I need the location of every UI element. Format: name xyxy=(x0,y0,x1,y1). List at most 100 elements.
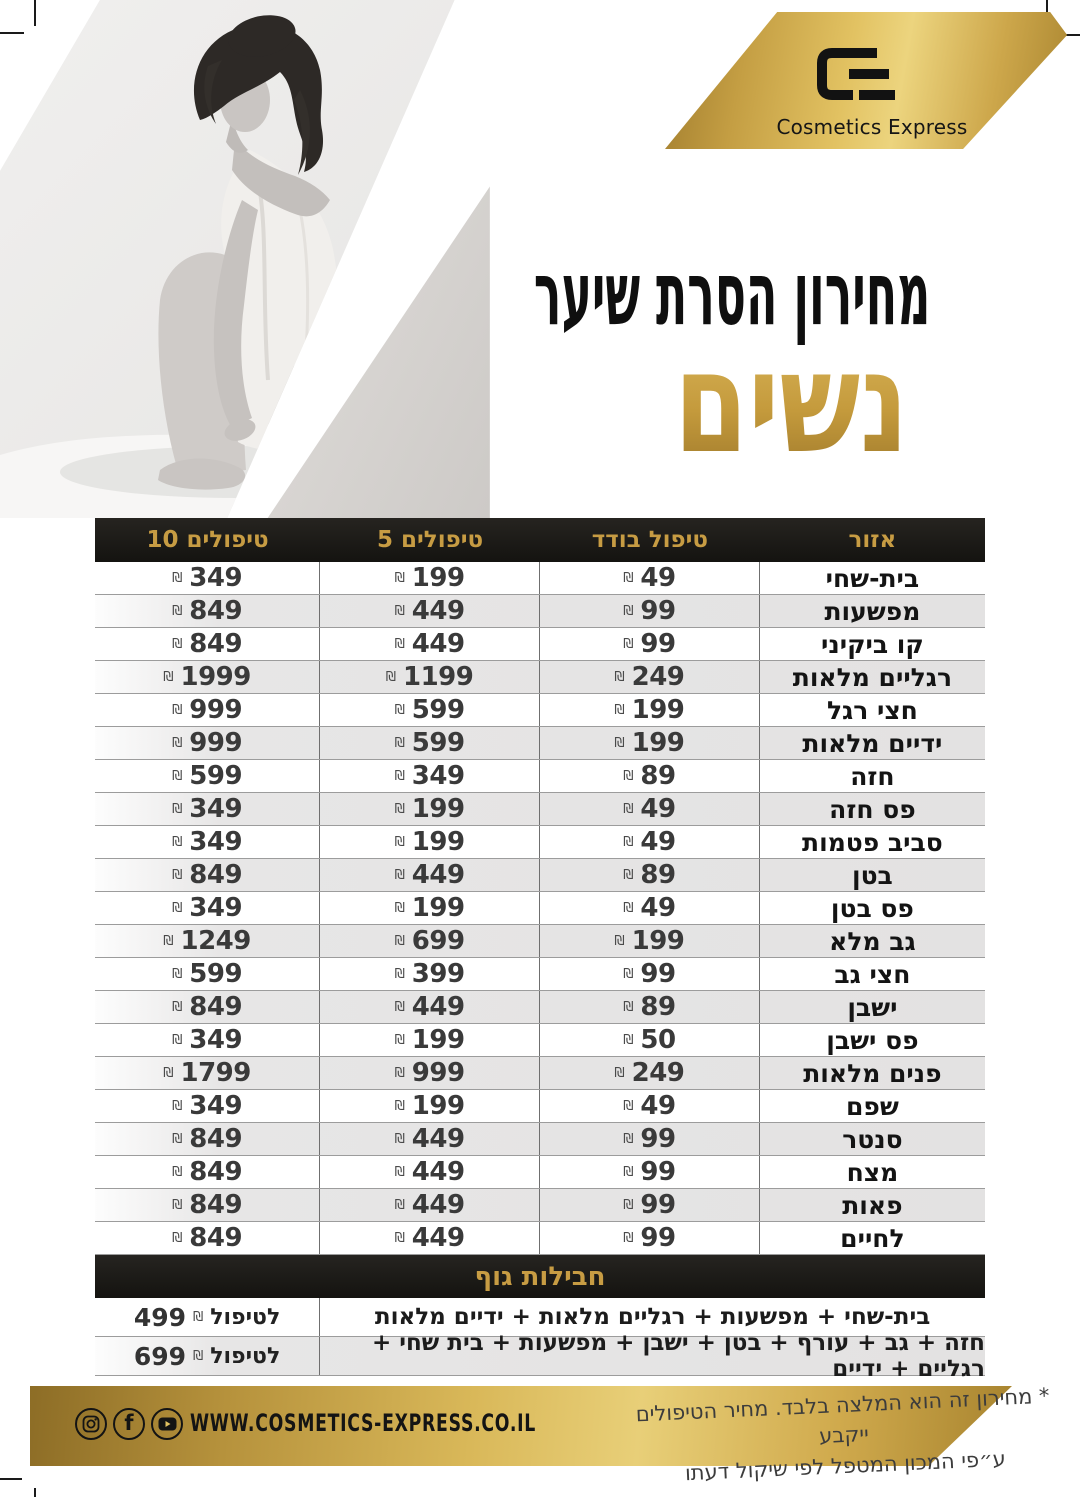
package-price-cell: 699 ₪ לטיפול xyxy=(95,1337,321,1375)
price-10-treatments-cell: ₪ 849 xyxy=(95,859,321,891)
area-cell: גב מלא xyxy=(829,926,916,956)
area-cell: פאות xyxy=(842,1190,903,1220)
website-url[interactable]: WWW.COSMETICS-EXPRESS.CO.IL xyxy=(190,1409,537,1437)
instagram-icon[interactable] xyxy=(75,1408,107,1440)
shekel-symbol: ₪ xyxy=(394,1197,405,1213)
shekel-symbol: ₪ xyxy=(623,1164,634,1180)
price-10-treatments-cell: ₪ 349 xyxy=(95,892,321,924)
price-10-treatments-cell: ₪ 849 xyxy=(95,991,321,1023)
shekel-symbol: ₪ xyxy=(623,1197,634,1213)
table-row: ₪ 599 ₪ 399 ₪ 99 חצי גב xyxy=(95,958,985,991)
price-5-treatments-cell: ₪ 599 xyxy=(320,694,540,726)
shekel-symbol: ₪ xyxy=(172,801,183,817)
price-10-treatments-cell: ₪ 1999 xyxy=(95,661,321,693)
shekel-symbol: ₪ xyxy=(172,999,183,1015)
shekel-symbol: ₪ xyxy=(394,999,405,1015)
area-cell: חצי רגל xyxy=(826,695,918,725)
price-single-treatment-cell: ₪ 49 xyxy=(540,826,760,858)
table-row: ₪ 349 ₪ 199 ₪ 49 שפם xyxy=(95,1090,985,1123)
table-row: ₪ 1249 ₪ 699 ₪ 199 גב מלא xyxy=(95,925,985,958)
price-10-treatments-cell: ₪ 849 xyxy=(95,1189,321,1221)
package-row: 699 ₪ לטיפול חזה + גב + עורף + בטן + ישב… xyxy=(95,1330,985,1382)
price-5-treatments-cell: ₪ 199 xyxy=(320,793,540,825)
footer-band: f WWW.COSMETICS-EXPRESS.CO.IL xyxy=(30,1386,1012,1466)
package-price-suffix: לטיפול xyxy=(210,1304,281,1330)
price-10-treatments-cell: ₪ 599 xyxy=(95,760,321,792)
packages-header: חבילות גוף xyxy=(95,1255,985,1298)
area-cell: מפשעות xyxy=(824,596,921,626)
price-10-treatments-cell: ₪ 349 xyxy=(95,562,321,594)
package-price-suffix: לטיפול xyxy=(210,1343,281,1369)
shekel-symbol: ₪ xyxy=(623,867,634,883)
shekel-symbol: ₪ xyxy=(193,1348,204,1364)
youtube-icon[interactable] xyxy=(151,1408,183,1440)
hero-photo xyxy=(0,0,505,518)
table-row: ₪ 599 ₪ 349 ₪ 89 חזה xyxy=(95,760,985,793)
price-5-treatments-cell: ₪ 199 xyxy=(320,826,540,858)
shekel-symbol: ₪ xyxy=(394,1131,405,1147)
table-row: ₪ 1999 ₪ 1199 ₪ 249 רגליים מלאות xyxy=(95,661,985,694)
area-cell: ידיים מלאות xyxy=(802,728,943,758)
price-single-treatment-cell: ₪ 199 xyxy=(540,925,760,957)
price-10-treatments-cell: ₪ 849 xyxy=(95,1123,321,1155)
price-5-treatments-cell: ₪ 449 xyxy=(320,1189,540,1221)
price-single-treatment-cell: ₪ 49 xyxy=(540,1090,760,1122)
area-cell: פס ישבן xyxy=(826,1025,919,1055)
price-10-treatments-cell: ₪ 349 xyxy=(95,1024,321,1056)
price-single-treatment-cell: ₪ 99 xyxy=(540,595,760,627)
shekel-symbol: ₪ xyxy=(614,735,625,751)
package-description: חזה + גב + עורף + בטן + ישבן + מפשעות + … xyxy=(371,1330,985,1382)
shekel-symbol: ₪ xyxy=(623,636,634,652)
price-single-treatment-cell: ₪ 49 xyxy=(540,793,760,825)
brand-logo-band: Cosmetics Express xyxy=(665,12,1068,149)
shekel-symbol: ₪ xyxy=(623,768,634,784)
price-10-treatments-cell: ₪ 349 xyxy=(95,793,321,825)
shekel-symbol: ₪ xyxy=(172,1230,183,1246)
crop-mark-top-left-h xyxy=(0,32,24,34)
shekel-symbol: ₪ xyxy=(394,603,405,619)
shekel-symbol: ₪ xyxy=(623,570,634,586)
price-5-treatments-cell: ₪ 199 xyxy=(320,562,540,594)
shekel-symbol: ₪ xyxy=(394,834,405,850)
crop-mark-bottom-left-v xyxy=(34,1488,36,1497)
price-single-treatment-cell: ₪ 99 xyxy=(540,1222,760,1254)
price-5-treatments-cell: ₪ 199 xyxy=(320,1090,540,1122)
price-10-treatments-cell: ₪ 599 xyxy=(95,958,321,990)
shekel-symbol: ₪ xyxy=(623,801,634,817)
packages-body: 499 ₪ לטיפול בית-שחי + מפשעות + רגליים מ… xyxy=(95,1298,985,1382)
price-single-treatment-cell: ₪ 49 xyxy=(540,562,760,594)
table-row: ₪ 999 ₪ 599 ₪ 199 חצי רגל xyxy=(95,694,985,727)
price-10-treatments-cell: ₪ 1799 xyxy=(95,1057,321,1089)
shekel-symbol: ₪ xyxy=(394,735,405,751)
shekel-symbol: ₪ xyxy=(394,900,405,916)
area-cell: סביב פטמות xyxy=(802,827,943,857)
shekel-symbol: ₪ xyxy=(623,999,634,1015)
price-table-header: 10 טיפולים 5 טיפולים טיפול בודד אזור xyxy=(95,518,985,562)
package-row: 499 ₪ לטיפול בית-שחי + מפשעות + רגליים מ… xyxy=(95,1298,985,1337)
price-single-treatment-cell: ₪ 199 xyxy=(540,694,760,726)
table-row: ₪ 849 ₪ 449 ₪ 89 ישבן xyxy=(95,991,985,1024)
shekel-symbol: ₪ xyxy=(623,1098,634,1114)
price-5-treatments-cell: ₪ 449 xyxy=(320,859,540,891)
price-10-treatments-cell: ₪ 849 xyxy=(95,1222,321,1254)
area-cell: קו ביקיני xyxy=(821,629,924,659)
facebook-icon[interactable]: f xyxy=(113,1408,145,1440)
price-single-treatment-cell: ₪ 89 xyxy=(540,859,760,891)
package-description: בית-שחי + מפשעות + רגליים מלאות + ידיים … xyxy=(374,1304,931,1330)
shekel-symbol: ₪ xyxy=(394,1164,405,1180)
shekel-symbol: ₪ xyxy=(172,603,183,619)
shekel-symbol: ₪ xyxy=(623,1032,634,1048)
price-5-treatments-cell: ₪ 349 xyxy=(320,760,540,792)
shekel-symbol: ₪ xyxy=(172,1131,183,1147)
table-row: ₪ 349 ₪ 199 ₪ 49 פס בטן xyxy=(95,892,985,925)
crop-mark-top-right-h xyxy=(1056,34,1080,36)
shekel-symbol: ₪ xyxy=(172,735,183,751)
title-line1: מחירון הסרת שיער xyxy=(533,242,930,345)
table-row: ₪ 349 ₪ 199 ₪ 49 סביב פטמות xyxy=(95,826,985,859)
shekel-symbol: ₪ xyxy=(394,933,405,949)
shekel-symbol: ₪ xyxy=(614,933,625,949)
price-5-treatments-cell: ₪ 699 xyxy=(320,925,540,957)
price-10-treatments-cell: ₪ 349 xyxy=(95,1090,321,1122)
price-single-treatment-cell: ₪ 49 xyxy=(540,892,760,924)
price-5-treatments-cell: ₪ 449 xyxy=(320,1222,540,1254)
